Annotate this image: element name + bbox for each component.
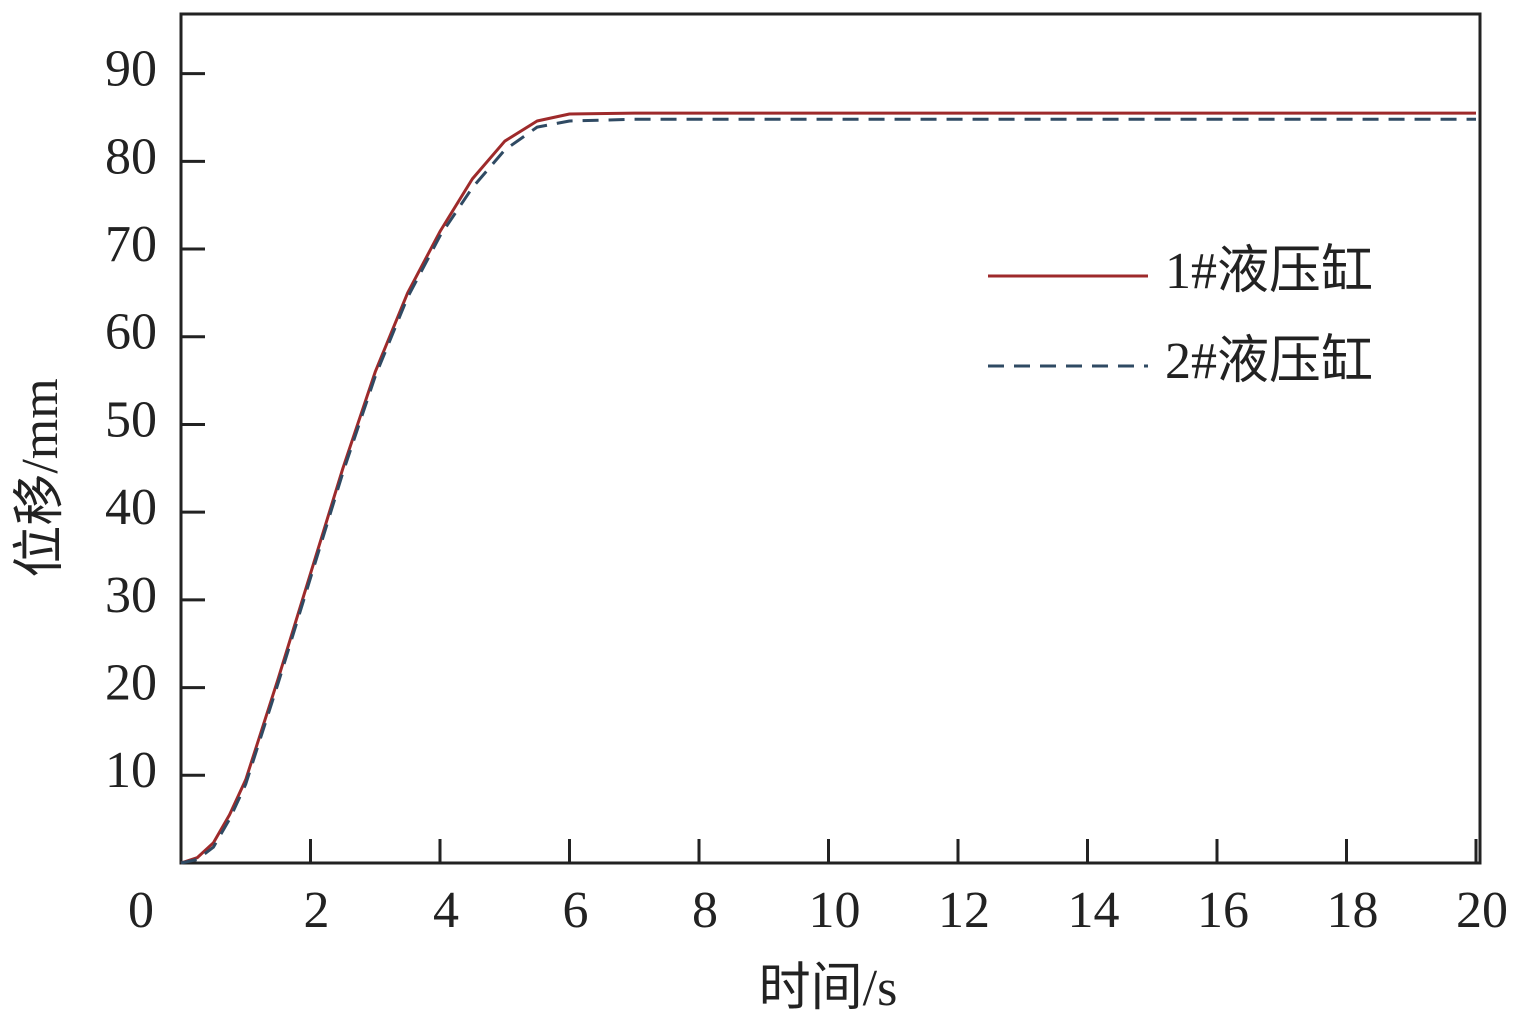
x-axis-title: 时间/s <box>759 960 898 1017</box>
x-tick-label: 10 <box>809 882 861 939</box>
y-tick-label: 50 <box>105 391 157 448</box>
x-tick-label: 6 <box>563 882 589 939</box>
plot-frame <box>179 12 1482 865</box>
x-tick-label: 16 <box>1197 882 1249 939</box>
y-tick-label: 60 <box>105 304 157 361</box>
x-tick-label: 2 <box>304 882 330 939</box>
y-tick-label: 10 <box>105 742 157 799</box>
y-axis-title: 位移/mm <box>12 378 69 577</box>
series-line <box>180 111 1476 865</box>
y-tick-label: 80 <box>105 128 157 185</box>
x-tick-label: 4 <box>433 882 459 939</box>
x-tick-label: 8 <box>692 882 718 939</box>
y-tick-label: 20 <box>105 655 157 712</box>
legend-label: 2#液压缸 <box>1165 332 1373 390</box>
series-line <box>180 117 1476 865</box>
x-tick-label: 14 <box>1068 882 1120 939</box>
x-tick-label: 12 <box>938 882 990 939</box>
y-tick-label: 90 <box>105 41 157 98</box>
x-tick-label: 20 <box>1456 882 1508 939</box>
legend-label: 1#液压缸 <box>1165 242 1373 300</box>
x-tick-label: 18 <box>1327 882 1379 939</box>
y-tick-label: 40 <box>105 479 157 536</box>
y-tick-label: 70 <box>105 216 157 273</box>
x-tick-label: 0 <box>128 882 154 939</box>
y-tick-label: 30 <box>105 567 157 624</box>
